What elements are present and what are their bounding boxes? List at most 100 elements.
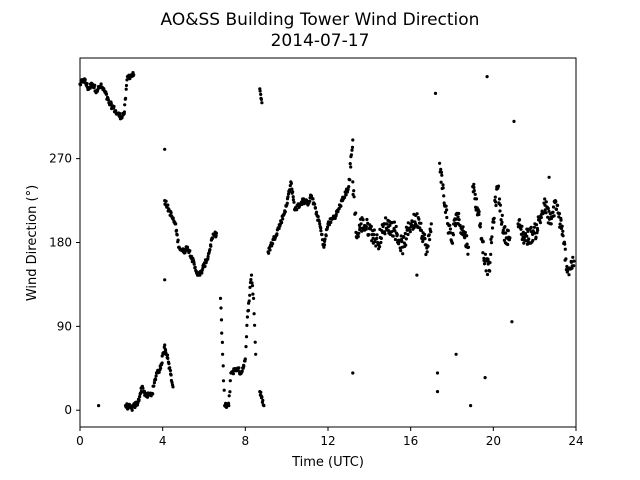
data-point	[123, 103, 127, 107]
data-point	[141, 386, 145, 390]
data-point	[498, 209, 502, 213]
data-point	[334, 214, 338, 218]
data-point	[406, 221, 410, 225]
data-point	[399, 249, 403, 253]
data-point	[478, 225, 482, 229]
data-point	[465, 242, 469, 246]
data-point	[351, 371, 355, 375]
data-point	[458, 223, 462, 228]
data-point	[451, 233, 455, 237]
data-point	[313, 206, 317, 210]
data-point	[249, 278, 253, 282]
data-point	[351, 138, 355, 142]
data-point	[283, 210, 287, 214]
data-point	[512, 119, 516, 123]
data-point	[483, 376, 487, 380]
data-point	[527, 237, 531, 241]
data-point	[348, 162, 352, 166]
data-point	[346, 187, 350, 191]
data-point	[561, 229, 565, 233]
data-point	[519, 227, 523, 231]
x-tick-label: 0	[76, 434, 84, 448]
data-point	[525, 234, 529, 238]
data-point	[93, 83, 97, 87]
data-point	[252, 296, 256, 300]
data-point	[342, 196, 347, 200]
data-point	[445, 208, 449, 212]
data-point	[493, 195, 497, 199]
data-point	[357, 223, 361, 227]
data-point	[243, 359, 247, 363]
data-point	[506, 242, 510, 247]
data-point	[382, 222, 386, 226]
y-tick-label: 270	[49, 152, 72, 166]
data-point	[318, 222, 322, 226]
data-point	[135, 403, 140, 407]
data-point	[339, 204, 343, 208]
data-point	[250, 281, 254, 285]
data-point	[221, 364, 225, 368]
data-point	[319, 229, 323, 233]
data-point	[565, 270, 569, 274]
data-point	[154, 374, 158, 378]
data-point	[572, 259, 576, 263]
chart-title: AO&SS Building Tower Wind Direction	[161, 10, 480, 30]
data-point	[259, 92, 263, 96]
data-point	[206, 254, 210, 259]
data-point	[520, 224, 524, 228]
data-point	[169, 211, 173, 215]
data-point	[469, 404, 473, 408]
data-point	[402, 235, 406, 239]
data-point	[415, 273, 419, 277]
data-point	[219, 318, 224, 322]
data-point	[244, 335, 249, 339]
data-point	[531, 238, 535, 243]
data-point	[253, 340, 257, 344]
data-point	[490, 235, 494, 239]
data-point	[556, 203, 560, 207]
data-point	[220, 340, 224, 344]
data-point	[453, 224, 458, 228]
data-point	[558, 225, 562, 229]
data-point	[248, 293, 252, 297]
data-point	[286, 195, 290, 199]
data-point	[164, 348, 168, 353]
data-point	[388, 232, 392, 236]
data-point	[170, 380, 174, 384]
data-point	[563, 242, 567, 246]
data-point	[499, 218, 503, 222]
data-point	[316, 215, 320, 219]
data-point	[368, 227, 373, 231]
data-point	[290, 187, 294, 191]
x-tick-label: 12	[320, 434, 335, 448]
data-point	[83, 78, 87, 82]
data-point	[410, 220, 415, 224]
data-point	[169, 373, 173, 377]
data-point	[496, 184, 501, 188]
data-point	[259, 97, 263, 101]
data-point	[463, 236, 467, 240]
data-point	[260, 395, 264, 399]
data-point	[440, 173, 444, 177]
data-point	[291, 190, 295, 194]
data-point	[520, 237, 524, 242]
data-point	[442, 194, 446, 198]
data-point	[485, 272, 490, 277]
data-point	[492, 220, 496, 224]
data-point	[245, 315, 249, 319]
data-point	[565, 264, 569, 269]
data-point	[387, 229, 391, 233]
x-tick-label: 16	[403, 434, 418, 448]
data-point	[364, 227, 368, 231]
data-point	[175, 233, 179, 237]
data-point	[429, 230, 433, 234]
data-point	[261, 403, 265, 407]
data-point	[247, 299, 251, 303]
data-point	[388, 223, 392, 227]
data-point	[249, 273, 254, 277]
data-point	[253, 323, 257, 327]
data-point	[501, 228, 505, 233]
data-point	[163, 147, 167, 151]
data-point	[400, 239, 404, 244]
data-point	[228, 390, 232, 394]
